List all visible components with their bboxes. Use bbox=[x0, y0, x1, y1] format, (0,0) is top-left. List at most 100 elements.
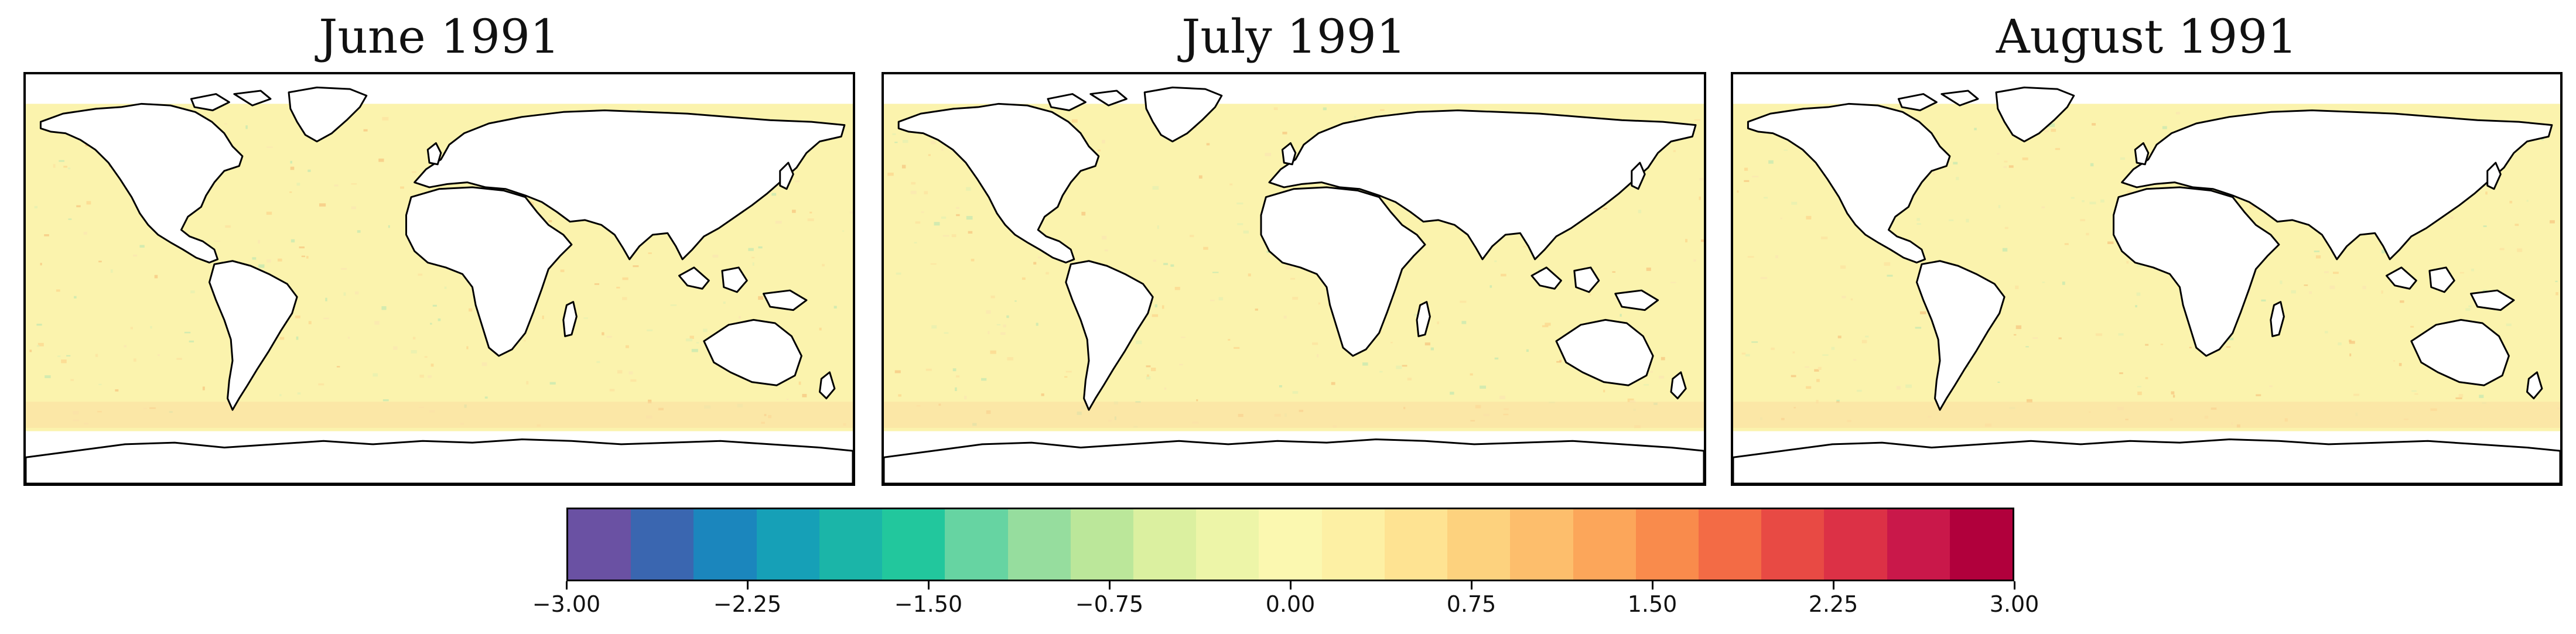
anomaly-pixel bbox=[2459, 272, 2465, 274]
anomaly-pixel bbox=[2015, 285, 2019, 289]
anomaly-pixel bbox=[1146, 376, 1151, 380]
anomaly-pixel bbox=[2090, 163, 2094, 167]
anomaly-pixel bbox=[351, 206, 356, 210]
anomaly-pixel bbox=[2004, 227, 2008, 229]
anomaly-pixel bbox=[2400, 300, 2404, 303]
anomaly-pixel bbox=[1545, 323, 1551, 326]
anomaly-pixel bbox=[2555, 292, 2558, 296]
anomaly-pixel bbox=[1430, 347, 1434, 351]
anomaly-pixel bbox=[898, 394, 901, 397]
anomaly-pixel bbox=[2004, 160, 2008, 163]
anomaly-pixel bbox=[1189, 235, 1194, 238]
anomaly-pixel bbox=[617, 370, 623, 374]
anomaly-pixel bbox=[430, 323, 432, 325]
anomaly-pixel bbox=[176, 358, 182, 360]
anomaly-pixel bbox=[36, 345, 40, 347]
anomaly-pixel bbox=[1036, 323, 1038, 326]
colorbar-segment bbox=[1447, 509, 1511, 580]
anomaly-pixel bbox=[1170, 264, 1174, 267]
anomaly-pixel bbox=[267, 146, 273, 148]
anomaly-pixel bbox=[2280, 280, 2283, 285]
anomaly-pixel bbox=[703, 328, 708, 333]
anomaly-pixel bbox=[318, 383, 324, 386]
anomaly-pixel bbox=[363, 129, 368, 132]
anomaly-pixel bbox=[2468, 305, 2472, 308]
colorbar-tick bbox=[2013, 581, 2015, 590]
anomaly-pixel bbox=[2414, 393, 2418, 395]
southern-ocean-band bbox=[884, 402, 1704, 428]
anomaly-pixel bbox=[1831, 347, 1835, 350]
anomaly-pixel bbox=[2353, 393, 2360, 396]
anomaly-pixel bbox=[124, 345, 127, 348]
anomaly-pixel bbox=[966, 187, 971, 191]
anomaly-pixel bbox=[1424, 342, 1430, 346]
anomaly-pixel bbox=[1413, 313, 1418, 317]
anomaly-pixel bbox=[1283, 316, 1287, 319]
anomaly-pixel bbox=[1174, 287, 1180, 290]
anomaly-pixel bbox=[2136, 292, 2141, 296]
anomaly-pixel bbox=[1046, 272, 1049, 275]
anomaly-pixel bbox=[334, 184, 339, 187]
anomaly-pixel bbox=[915, 221, 921, 224]
colorbar-segment bbox=[693, 509, 757, 580]
anomaly-pixel bbox=[37, 342, 44, 347]
anomaly-pixel bbox=[2137, 265, 2143, 268]
anomaly-pixel bbox=[277, 258, 282, 262]
anomaly-pixel bbox=[2249, 204, 2256, 209]
anomaly-pixel bbox=[968, 231, 973, 234]
anomaly-pixel bbox=[336, 366, 340, 368]
anomaly-pixel bbox=[1461, 321, 1467, 324]
anomaly-pixel bbox=[2058, 337, 2062, 340]
land-new-guinea bbox=[2471, 290, 2514, 310]
anomaly-pixel bbox=[225, 225, 231, 228]
anomaly-pixel bbox=[2499, 248, 2505, 251]
anomaly-pixel bbox=[1865, 335, 1869, 338]
anomaly-pixel bbox=[2362, 286, 2366, 289]
anomaly-pixel bbox=[955, 387, 957, 392]
anomaly-pixel bbox=[2044, 130, 2049, 132]
land-arctic-island-b bbox=[1091, 91, 1127, 105]
colorbar-tick-label: −3.00 bbox=[532, 591, 601, 617]
anomaly-pixel bbox=[68, 218, 72, 220]
anomaly-pixel bbox=[2381, 290, 2383, 294]
anomaly-pixel bbox=[952, 368, 956, 372]
anomaly-pixel bbox=[481, 362, 487, 366]
anomaly-pixel bbox=[1861, 340, 1867, 344]
anomaly-pixel bbox=[1317, 354, 1319, 358]
anomaly-pixel bbox=[1362, 362, 1368, 366]
anomaly-pixel bbox=[2393, 360, 2396, 362]
anomaly-pixel bbox=[1033, 262, 1037, 265]
anomaly-pixel bbox=[1741, 352, 1746, 355]
anomaly-pixel bbox=[2338, 342, 2342, 345]
anomaly-pixel bbox=[1791, 375, 1796, 378]
anomaly-pixel bbox=[1747, 256, 1754, 258]
anomaly-pixel bbox=[1146, 374, 1149, 377]
anomaly-pixel bbox=[775, 221, 782, 224]
southern-ocean-band bbox=[26, 402, 853, 428]
anomaly-pixel bbox=[2450, 216, 2454, 219]
anomaly-pixel bbox=[98, 261, 102, 263]
anomaly-pixel bbox=[150, 325, 152, 329]
anomaly-pixel bbox=[2228, 337, 2234, 341]
anomaly-pixel bbox=[896, 272, 901, 275]
anomaly-pixel bbox=[61, 359, 67, 364]
colorbar-tick-label: −0.75 bbox=[1075, 591, 1144, 617]
anomaly-pixel bbox=[2041, 206, 2045, 209]
anomaly-pixel bbox=[323, 317, 329, 320]
anomaly-pixel bbox=[2526, 200, 2529, 202]
anomaly-pixel bbox=[83, 231, 87, 235]
anomaly-pixel bbox=[2013, 334, 2017, 336]
land-new-guinea bbox=[764, 290, 807, 310]
anomaly-pixel bbox=[2465, 308, 2471, 311]
colorbar-segment bbox=[1824, 509, 1887, 580]
map-panel-july bbox=[882, 72, 1706, 486]
land-borneo bbox=[2430, 268, 2454, 292]
anomaly-pixel bbox=[1153, 259, 1156, 262]
anomaly-pixel bbox=[691, 349, 698, 352]
panel-title-july: July 1991 bbox=[1181, 9, 1406, 64]
anomaly-pixel bbox=[802, 393, 807, 397]
land-antarctica bbox=[1733, 440, 2560, 484]
anomaly-pixel bbox=[1905, 384, 1912, 388]
anomaly-pixel bbox=[296, 336, 299, 340]
anomaly-pixel bbox=[59, 160, 64, 162]
